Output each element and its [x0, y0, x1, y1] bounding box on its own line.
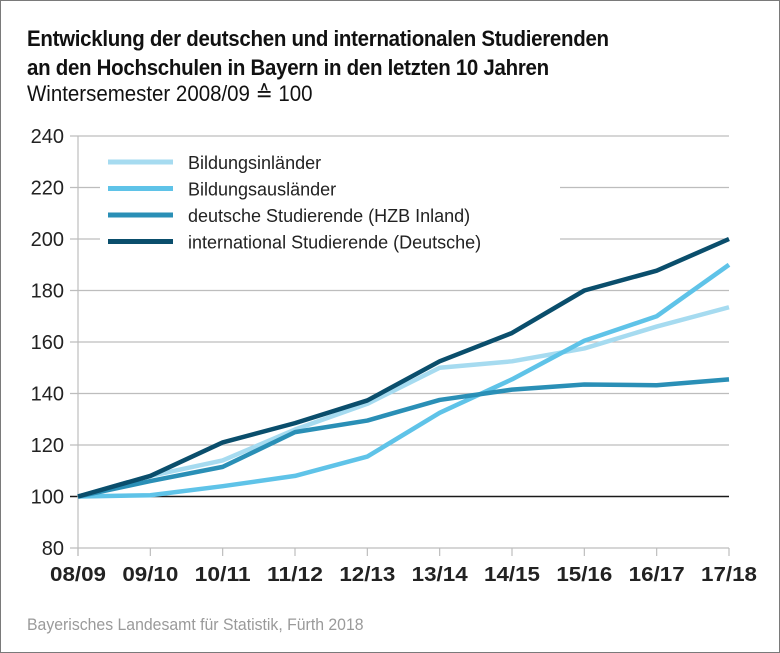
- x-tick-label: 10/11: [195, 564, 251, 586]
- title-line-2: an den Hochschulen in Bayern in den letz…: [27, 55, 549, 80]
- y-tick-label: 140: [31, 384, 64, 406]
- source-note: Bayerisches Landesamt für Statistik, Für…: [27, 615, 364, 634]
- series-line: [77, 377, 730, 499]
- legend-label: Bildungsausländer: [188, 180, 336, 200]
- x-tick-label: 13/14: [412, 564, 469, 586]
- x-tick-label: 17/18: [701, 564, 757, 586]
- series-line: [77, 236, 730, 499]
- y-tick-label: 200: [31, 229, 64, 251]
- y-tick-label: 180: [31, 281, 64, 303]
- y-tick-label: 220: [31, 178, 64, 200]
- y-tick-label: 100: [31, 487, 64, 509]
- chart-subtitle: Wintersemester 2008/09 ≙ 100: [27, 81, 313, 106]
- x-tick-label: 11/12: [267, 564, 323, 586]
- x-tick-label: 15/16: [556, 564, 612, 586]
- legend-label: deutsche Studierende (HZB Inland): [188, 206, 470, 226]
- y-tick-label: 80: [42, 538, 64, 560]
- y-tick-label: 240: [31, 126, 64, 148]
- legend-label: international Studierende (Deutsche): [188, 233, 481, 253]
- legend-mask: [100, 146, 390, 184]
- x-tick-label: 08/09: [50, 564, 106, 586]
- legend-mask: [100, 184, 560, 264]
- chart-title: Entwicklung der deutschen und internatio…: [27, 24, 609, 82]
- series-lines: [77, 236, 731, 499]
- x-tick-label: 14/15: [484, 564, 540, 586]
- legend-label: Bildungsinländer: [188, 153, 321, 173]
- title-line-1: Entwicklung der deutschen und internatio…: [27, 26, 609, 51]
- series-line: [77, 262, 731, 499]
- x-tick-label: 09/10: [122, 564, 178, 586]
- x-tick-label: 16/17: [629, 564, 685, 586]
- y-tick-label: 120: [31, 435, 64, 457]
- series-line: [77, 305, 730, 499]
- axes: 80 100 120 140 160 180 200 220 240 08/09 09/10 10/1…: [31, 126, 757, 586]
- x-tick-label: 12/13: [339, 564, 395, 586]
- y-tick-label: 160: [31, 332, 64, 354]
- legend: Bildungsinländer Bildungsausländer deutsch…: [100, 146, 560, 264]
